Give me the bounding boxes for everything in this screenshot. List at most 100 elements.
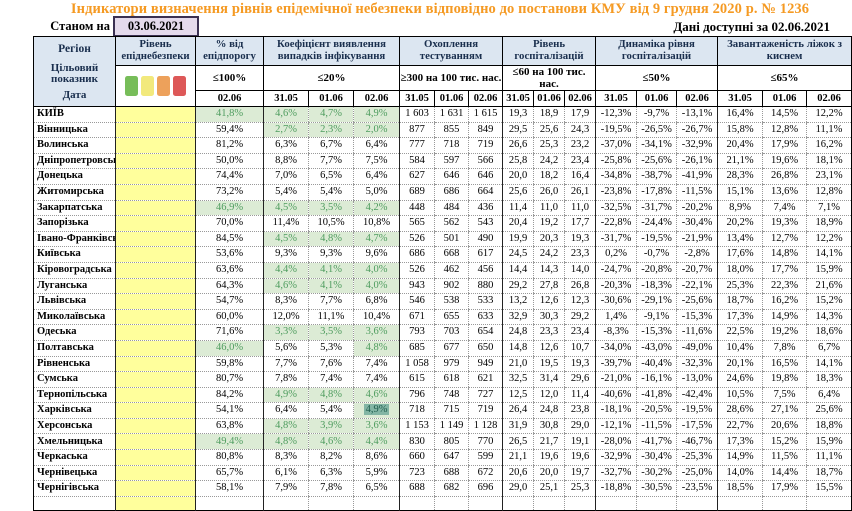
value-cell[interactable]: 5,3%	[308, 340, 354, 357]
value-cell[interactable]: -41,8%	[636, 387, 677, 404]
value-cell[interactable]: -20,8%	[636, 262, 677, 279]
value-cell[interactable]: 23,4	[564, 324, 596, 341]
value-cell[interactable]: -17,5%	[676, 418, 718, 435]
value-cell[interactable]: 14,0%	[717, 465, 763, 482]
value-cell[interactable]: 5,9%	[353, 465, 400, 482]
value-cell[interactable]: -26,5%	[636, 122, 677, 139]
value-cell[interactable]: 7,5%	[762, 387, 807, 404]
value-cell[interactable]: 4,6%	[308, 433, 354, 451]
value-cell[interactable]: -16,1%	[636, 371, 677, 388]
value-cell[interactable]: 19,2%	[762, 324, 807, 341]
value-cell[interactable]: 22,7%	[717, 418, 763, 435]
value-cell[interactable]: -40,4%	[636, 356, 677, 373]
value-cell[interactable]: 6,5%	[353, 480, 400, 497]
value-cell[interactable]: 2,7%	[263, 122, 309, 139]
value-cell[interactable]: 3,6%	[353, 418, 400, 435]
value-cell[interactable]: 15,9%	[806, 433, 852, 451]
value-cell[interactable]: 627	[399, 168, 435, 185]
epidemic-level-cell[interactable]	[115, 371, 196, 388]
value-cell[interactable]: 0,2%	[595, 246, 637, 263]
epidemic-level-cell[interactable]	[115, 137, 196, 154]
value-cell[interactable]: -13,0%	[676, 371, 718, 388]
value-cell[interactable]: 7,8%	[762, 340, 807, 357]
value-cell[interactable]: 12,0	[533, 387, 565, 404]
value-cell[interactable]: 11,1%	[806, 449, 852, 466]
value-cell[interactable]: 59,4%	[195, 122, 264, 139]
value-cell[interactable]: 27,1%	[762, 402, 807, 419]
value-cell[interactable]: 20,4	[502, 215, 534, 232]
value-cell[interactable]: 26,5	[502, 433, 534, 451]
value-cell[interactable]: 597	[434, 153, 469, 170]
value-cell[interactable]: -46,7%	[676, 433, 718, 451]
value-cell[interactable]: 672	[467, 465, 503, 482]
value-cell[interactable]: 719	[467, 402, 503, 419]
value-cell[interactable]: 30,8	[533, 418, 565, 435]
value-cell[interactable]: 3,5%	[308, 324, 354, 341]
value-cell[interactable]: 11,0	[533, 200, 565, 217]
value-cell[interactable]: 19,6%	[762, 153, 807, 170]
value-cell[interactable]: 11,1%	[308, 309, 354, 326]
value-cell[interactable]: -32,3%	[676, 356, 718, 373]
value-cell[interactable]: 80,7%	[195, 371, 264, 388]
epidemic-level-cell[interactable]	[115, 433, 196, 451]
value-cell[interactable]: 4,8%	[308, 231, 354, 248]
value-cell[interactable]: 4,1%	[308, 278, 354, 295]
value-cell[interactable]: 63,6%	[195, 262, 264, 279]
value-cell[interactable]: 17,9	[564, 106, 596, 123]
value-cell[interactable]: 11,4	[502, 200, 534, 217]
epidemic-level-cell[interactable]	[115, 215, 196, 232]
value-cell[interactable]: -30,6%	[595, 293, 637, 310]
value-cell[interactable]: 80,8%	[195, 449, 264, 466]
value-cell[interactable]: 18,0%	[717, 262, 763, 279]
value-cell[interactable]: 46,0%	[195, 340, 264, 357]
epidemic-level-cell[interactable]	[115, 449, 196, 466]
value-cell[interactable]: 19,1	[564, 433, 596, 451]
value-cell[interactable]: 566	[467, 153, 503, 170]
region-name-cell[interactable]: Івано-Франківська	[33, 231, 116, 248]
value-cell[interactable]: 24,6%	[717, 371, 763, 388]
value-cell[interactable]: 17,9%	[762, 137, 807, 154]
value-cell[interactable]: 14,5%	[762, 106, 807, 123]
value-cell[interactable]: 50,0%	[195, 153, 264, 170]
region-name-cell[interactable]: Одеська	[33, 324, 116, 341]
value-cell[interactable]: 10,5%	[308, 215, 354, 232]
value-cell[interactable]: 9,6%	[353, 246, 400, 263]
value-cell[interactable]: 6,5%	[308, 168, 354, 185]
value-cell[interactable]: 8,3%	[263, 293, 309, 310]
value-cell[interactable]: -22,1%	[676, 278, 718, 295]
value-cell[interactable]: 719	[467, 137, 503, 154]
value-cell[interactable]: 584	[399, 153, 435, 170]
value-cell[interactable]: -30,2%	[636, 465, 677, 482]
value-cell[interactable]: 1 153	[399, 418, 435, 435]
value-cell[interactable]: 20,1%	[717, 356, 763, 373]
region-name-cell[interactable]: Полтавська	[33, 340, 116, 357]
value-cell[interactable]: 19,3	[564, 356, 596, 373]
value-cell[interactable]: 49,4%	[195, 433, 264, 451]
value-cell[interactable]: -11,5%	[636, 418, 677, 435]
region-name-cell[interactable]: Хмельницька	[33, 433, 116, 451]
value-cell[interactable]: 21,0	[502, 356, 534, 373]
value-cell[interactable]: -24,7%	[595, 262, 637, 279]
value-cell[interactable]: -20,7%	[676, 262, 718, 279]
value-cell[interactable]: -32,9%	[595, 449, 637, 466]
value-cell[interactable]: 14,8%	[762, 246, 807, 263]
value-cell[interactable]: 9,3%	[308, 246, 354, 263]
value-cell[interactable]: 6,3%	[263, 137, 309, 154]
value-cell[interactable]: 1 603	[399, 106, 435, 123]
epidemic-level-cell[interactable]	[115, 293, 196, 310]
value-cell[interactable]: 456	[467, 262, 503, 279]
value-cell[interactable]: 32,9	[502, 309, 534, 326]
epidemic-level-cell[interactable]	[115, 200, 196, 217]
value-cell[interactable]: 13,4%	[717, 231, 763, 248]
value-cell[interactable]: -8,3%	[595, 324, 637, 341]
value-cell[interactable]: 26,6	[502, 137, 534, 154]
value-cell[interactable]: 4,9%	[353, 106, 400, 123]
epidemic-level-cell[interactable]	[115, 402, 196, 419]
value-cell[interactable]: -18,3%	[636, 278, 677, 295]
value-cell[interactable]: 7,6%	[308, 356, 354, 373]
value-cell[interactable]: -11,6%	[676, 324, 718, 341]
value-cell[interactable]: 23,8	[564, 402, 596, 419]
epidemic-level-cell[interactable]	[115, 153, 196, 170]
value-cell[interactable]: 668	[434, 246, 469, 263]
value-cell[interactable]: -20,2%	[676, 200, 718, 217]
